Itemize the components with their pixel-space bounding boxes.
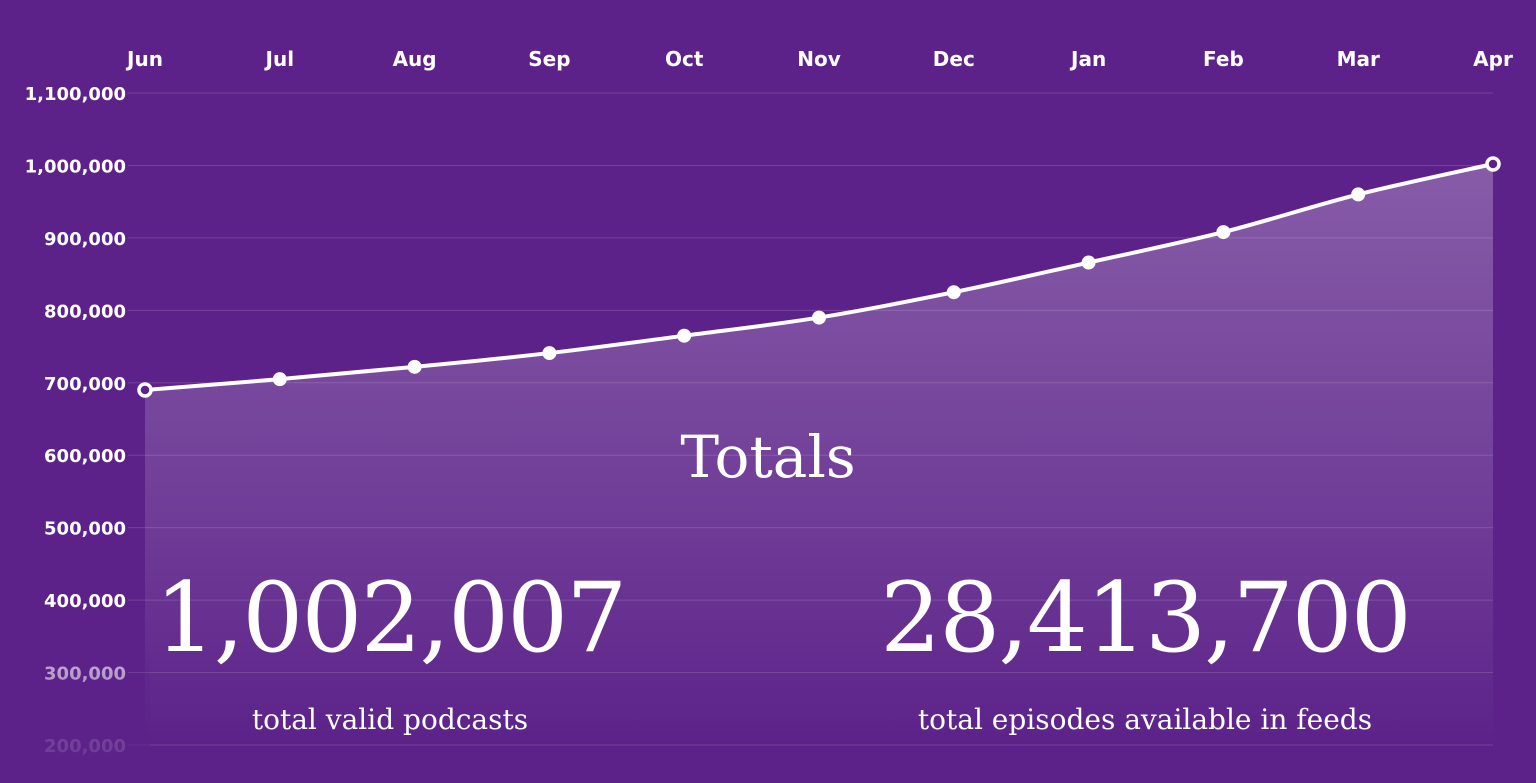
- y-tick-label: 900,000: [44, 229, 126, 250]
- data-point: [812, 310, 826, 325]
- data-points: [137, 156, 1501, 398]
- x-tick-label: Nov: [797, 47, 841, 71]
- totals-heading: Totals: [680, 423, 856, 491]
- bottom-fade: [0, 640, 150, 783]
- y-tick-label: 1,000,000: [25, 156, 126, 177]
- stat-episodes-value: 28,413,700: [880, 562, 1412, 674]
- x-tick-label: Jul: [264, 47, 295, 71]
- x-tick-label: Jan: [1069, 47, 1106, 71]
- x-tick-label: Dec: [933, 47, 975, 71]
- x-tick-label: Oct: [665, 47, 704, 71]
- area-fill: [145, 163, 1493, 745]
- y-tick-label: 500,000: [44, 519, 126, 540]
- data-point: [1485, 156, 1501, 172]
- x-tick-label: Feb: [1203, 47, 1244, 71]
- x-tick-label: Jun: [125, 47, 163, 71]
- y-tick-label: 800,000: [44, 301, 126, 322]
- data-point: [1351, 187, 1366, 202]
- series-area: [145, 163, 1493, 745]
- x-tick-label: Apr: [1473, 47, 1513, 71]
- y-tick-label: 400,000: [44, 591, 126, 612]
- x-axis-tick-labels: Jun Jul Aug Sep Oct Nov Dec Jan Feb Mar Apr: [125, 47, 1513, 71]
- data-point: [542, 346, 557, 361]
- stat-podcasts: 1,002,007 total valid podcasts: [130, 570, 650, 734]
- y-tick-label: 600,000: [44, 446, 126, 467]
- stat-podcasts-caption: total valid podcasts: [251, 703, 529, 736]
- stat-episodes-caption: total episodes available in feeds: [917, 703, 1373, 736]
- data-point: [946, 285, 961, 300]
- x-tick-label: Aug: [393, 47, 437, 71]
- data-point: [677, 328, 692, 343]
- stat-episodes: 28,413,700 total episodes available in f…: [850, 570, 1440, 734]
- data-point: [272, 372, 287, 387]
- data-point: [1216, 225, 1231, 240]
- data-point: [1081, 255, 1096, 270]
- x-tick-label: Mar: [1337, 47, 1380, 71]
- y-tick-label: 700,000: [44, 374, 126, 395]
- data-point: [137, 382, 153, 398]
- x-tick-label: Sep: [528, 47, 570, 71]
- y-tick-label: 1,100,000: [25, 84, 126, 105]
- data-point: [407, 359, 422, 374]
- stat-podcasts-value: 1,002,007: [154, 562, 628, 674]
